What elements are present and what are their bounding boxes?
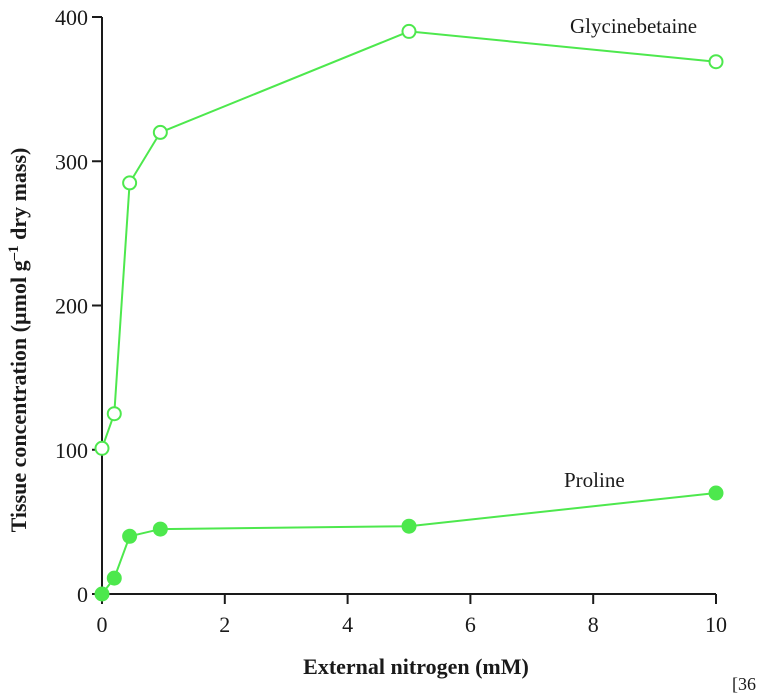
data-point-glycinebetaine xyxy=(708,54,724,70)
x-tick-label: 6 xyxy=(465,612,476,637)
data-point-proline xyxy=(401,518,417,534)
data-point-glycinebetaine xyxy=(152,124,168,140)
x-tick-label: 2 xyxy=(219,612,230,637)
y-axis-title: Tissue concentration (µmol g–1 dry mass) xyxy=(6,148,31,533)
data-point-glycinebetaine xyxy=(401,23,417,39)
data-point-proline xyxy=(106,570,122,586)
x-tick-label: 8 xyxy=(588,612,599,637)
y-tick-label: 300 xyxy=(55,149,88,174)
corner-reference-text: [36 xyxy=(732,674,756,694)
data-point-glycinebetaine xyxy=(106,406,122,422)
y-tick-label: 400 xyxy=(55,5,88,30)
x-tick-label: 0 xyxy=(97,612,108,637)
y-axis-title-tail: dry mass) xyxy=(6,148,31,246)
series-layer xyxy=(94,23,724,602)
data-point-proline xyxy=(152,521,168,537)
y-tick-label: 100 xyxy=(55,438,88,463)
y-axis-title-main: Tissue concentration (µmol g xyxy=(6,260,31,532)
y-axis-ticks: 0 100 200 300 400 xyxy=(55,5,102,607)
y-tick-label: 0 xyxy=(77,582,88,607)
data-point-glycinebetaine xyxy=(122,175,138,191)
x-tick-label: 4 xyxy=(342,612,353,637)
x-axis-title: External nitrogen (mM) xyxy=(303,654,529,679)
series-line-glycinebetaine xyxy=(101,30,717,449)
y-axis-title-superscript: –1 xyxy=(6,245,22,261)
data-point-proline xyxy=(708,485,724,501)
series-label-proline: Proline xyxy=(564,468,625,492)
data-point-glycinebetaine xyxy=(94,440,110,456)
series-line-proline xyxy=(101,492,717,595)
series-label-glycinebetaine: Glycinebetaine xyxy=(570,14,697,38)
y-tick-label: 200 xyxy=(55,294,88,319)
x-axis-ticks: 0 2 4 6 8 10 xyxy=(97,594,727,637)
data-point-proline xyxy=(94,586,110,602)
x-tick-label: 10 xyxy=(705,612,727,637)
data-point-proline xyxy=(122,528,138,544)
